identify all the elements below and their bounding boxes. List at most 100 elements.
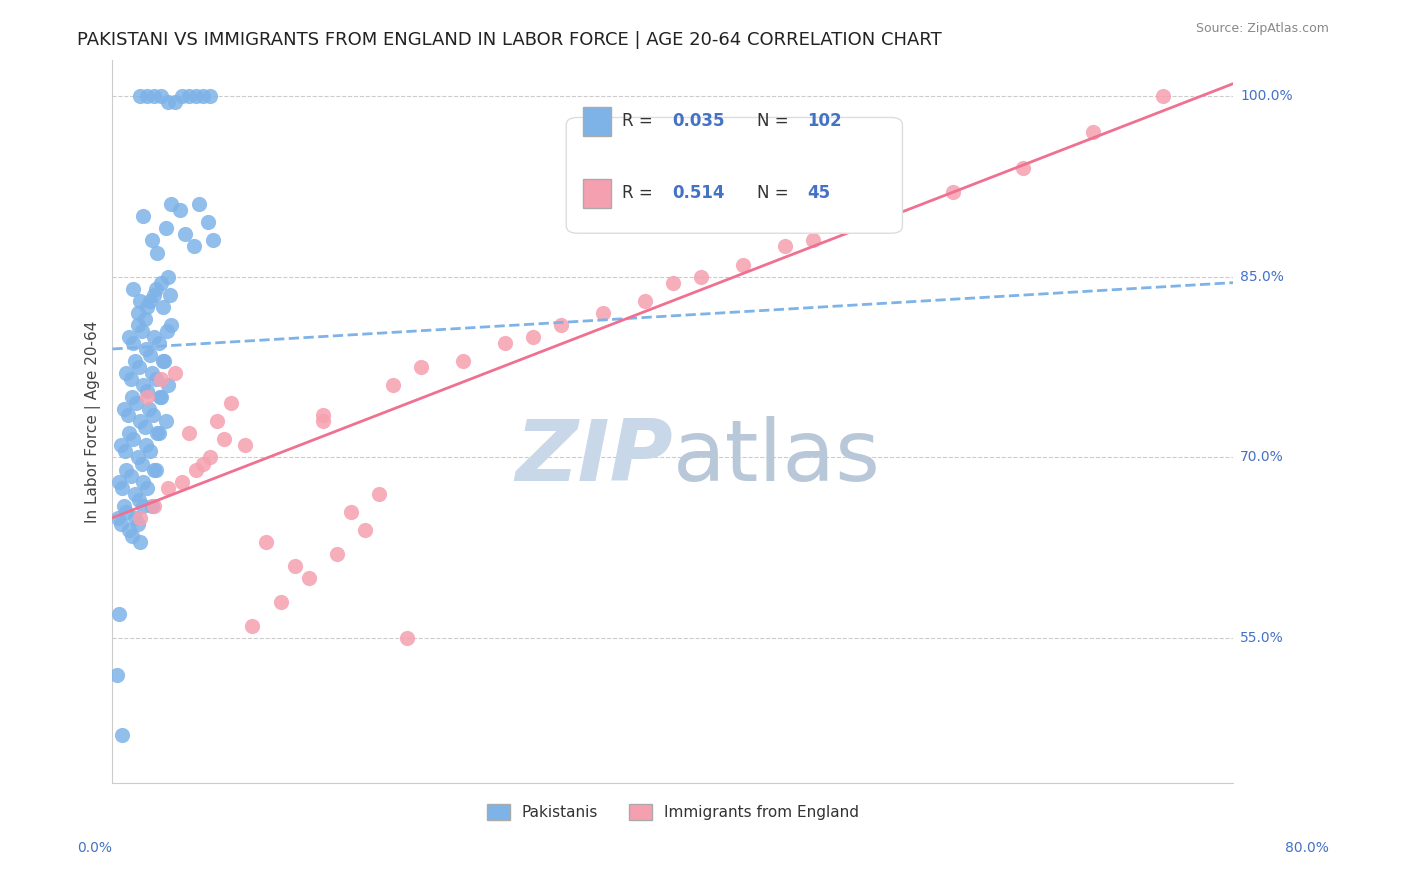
Point: [155, 221, 177, 235]
Point: [801, 234, 824, 248]
Point: [451, 354, 474, 368]
Point: [152, 300, 174, 314]
Point: [114, 444, 136, 458]
Point: [132, 499, 155, 513]
Point: [186, 88, 208, 103]
Point: [129, 510, 152, 524]
Point: [124, 354, 146, 368]
Point: [179, 88, 201, 103]
Text: 0.514: 0.514: [672, 185, 725, 202]
Point: [150, 372, 173, 386]
Point: [111, 728, 134, 742]
Point: [353, 523, 375, 537]
Point: [141, 366, 163, 380]
Point: [120, 468, 142, 483]
Text: 0.0%: 0.0%: [77, 841, 112, 855]
Point: [156, 324, 179, 338]
Point: [592, 306, 614, 320]
Point: [1152, 88, 1174, 103]
Text: 100.0%: 100.0%: [1240, 89, 1292, 103]
Point: [112, 402, 135, 417]
Point: [188, 197, 211, 211]
Point: [522, 330, 544, 344]
Point: [157, 269, 180, 284]
Text: ZIP: ZIP: [515, 416, 672, 499]
Point: [111, 481, 134, 495]
Point: [136, 88, 159, 103]
Point: [110, 516, 132, 531]
Point: [186, 462, 208, 476]
Point: [157, 481, 180, 495]
Point: [136, 300, 159, 314]
Point: [200, 450, 222, 465]
Point: [202, 234, 225, 248]
Point: [105, 667, 128, 681]
Point: [150, 88, 173, 103]
Point: [325, 547, 347, 561]
Point: [134, 420, 156, 434]
Point: [110, 438, 132, 452]
Point: [689, 269, 711, 284]
Point: [115, 366, 138, 380]
Text: 80.0%: 80.0%: [1285, 841, 1329, 855]
Point: [159, 287, 181, 301]
Point: [160, 197, 183, 211]
Point: [145, 462, 167, 476]
Text: 45: 45: [807, 185, 831, 202]
Point: [381, 378, 404, 392]
Point: [120, 372, 142, 386]
Point: [138, 402, 160, 417]
Point: [121, 390, 143, 404]
Point: [136, 384, 159, 399]
Point: [270, 595, 292, 609]
Y-axis label: In Labor Force | Age 20-64: In Labor Force | Age 20-64: [86, 320, 101, 523]
Point: [152, 354, 174, 368]
Text: 85.0%: 85.0%: [1240, 269, 1284, 284]
Point: [108, 475, 131, 489]
Point: [172, 475, 194, 489]
Point: [118, 426, 141, 441]
Text: N =: N =: [756, 185, 793, 202]
Point: [1081, 125, 1104, 139]
FancyBboxPatch shape: [567, 118, 903, 233]
Point: [141, 499, 163, 513]
Point: [143, 499, 166, 513]
Point: [1012, 161, 1035, 175]
Point: [128, 492, 150, 507]
Point: [146, 245, 169, 260]
Point: [143, 462, 166, 476]
Point: [145, 372, 167, 386]
Point: [115, 505, 138, 519]
Point: [773, 239, 796, 253]
Point: [872, 210, 894, 224]
Point: [139, 293, 162, 308]
Point: [731, 258, 754, 272]
Point: [121, 529, 143, 543]
Text: 102: 102: [807, 112, 842, 130]
Point: [149, 390, 172, 404]
Point: [118, 523, 141, 537]
Text: 70.0%: 70.0%: [1240, 450, 1284, 465]
Point: [118, 330, 141, 344]
Point: [179, 426, 201, 441]
Point: [128, 360, 150, 375]
Point: [112, 499, 135, 513]
Point: [129, 414, 152, 428]
Text: 55.0%: 55.0%: [1240, 632, 1284, 645]
Point: [311, 409, 333, 423]
Point: [395, 632, 418, 646]
Text: N =: N =: [756, 112, 793, 130]
Point: [127, 318, 149, 332]
Point: [172, 88, 194, 103]
Point: [148, 426, 170, 441]
Point: [165, 95, 187, 109]
Text: R =: R =: [623, 185, 658, 202]
Point: [127, 516, 149, 531]
Legend: Pakistanis, Immigrants from England: Pakistanis, Immigrants from England: [481, 797, 865, 826]
Point: [146, 426, 169, 441]
Point: [143, 330, 166, 344]
Point: [197, 215, 219, 229]
Point: [160, 318, 183, 332]
Point: [165, 366, 187, 380]
Point: [550, 318, 572, 332]
